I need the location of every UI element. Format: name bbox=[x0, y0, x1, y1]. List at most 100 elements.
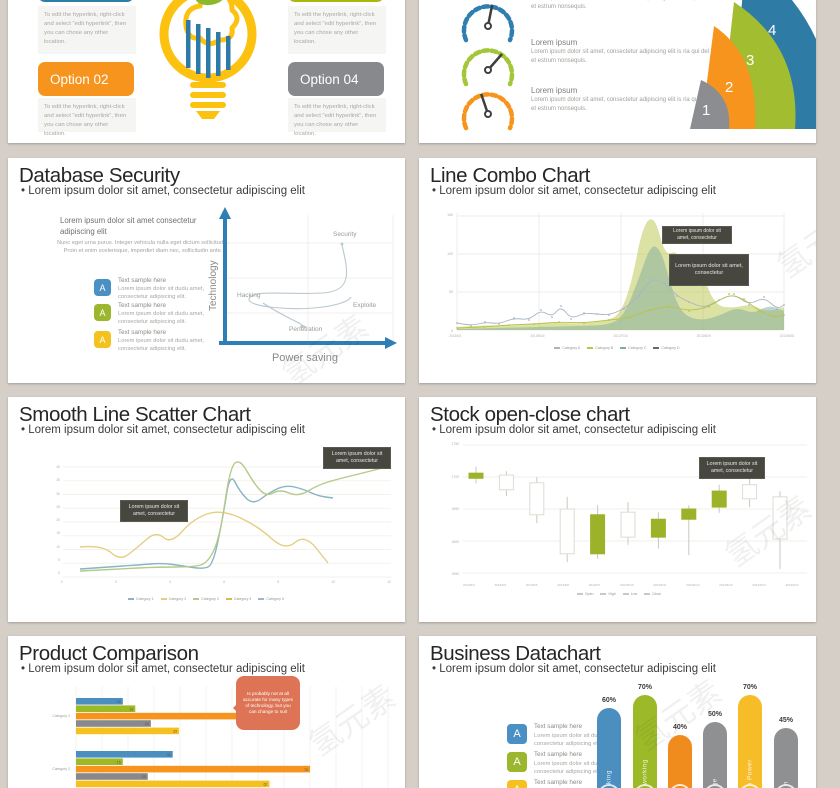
bar bbox=[76, 773, 148, 780]
chart-tooltip: Lorem ipsum dolor sit amet, consectetur bbox=[662, 226, 732, 244]
area-series bbox=[457, 219, 784, 330]
tick-label: 15 bbox=[56, 531, 60, 536]
tick-label: 1750 bbox=[451, 442, 459, 446]
tick-label: 2013/6/14 bbox=[752, 583, 766, 587]
option-4-box: Option 04 bbox=[288, 62, 384, 96]
tick-label: 2013/6/12 bbox=[686, 583, 700, 587]
tick-label: 2013/6/3 bbox=[463, 583, 475, 587]
tick-label: 50 bbox=[449, 290, 453, 295]
candle-body bbox=[711, 490, 727, 508]
group-label: Category 1 bbox=[52, 714, 70, 718]
bar bbox=[76, 751, 173, 758]
data-marker bbox=[484, 321, 486, 323]
y-axis-label: Technology bbox=[208, 260, 219, 311]
legend-item: Low bbox=[622, 592, 637, 596]
option-4-label: Option 04 bbox=[300, 71, 359, 87]
point-label-security: Security bbox=[333, 231, 357, 238]
x-axis-ticks: 2013/6/3 2013/6/4 2013/6/5 2013/6/6 2013/6/7… bbox=[463, 583, 799, 587]
vertical-bar: Security bbox=[668, 735, 692, 788]
legend-item: Category D bbox=[653, 346, 680, 350]
tick-label: 6 bbox=[223, 580, 226, 584]
smooth-line-chart bbox=[63, 461, 391, 578]
compass-icon: A bbox=[507, 780, 527, 788]
vertical-bar: Networking bbox=[633, 694, 657, 788]
legend-item: Category 3 bbox=[193, 597, 219, 601]
slide-subtitle: • Lorem ipsum dolor sit amet, consectetu… bbox=[21, 424, 305, 436]
legend-item: High bbox=[600, 592, 616, 596]
data-marker bbox=[583, 312, 585, 314]
data-marker bbox=[688, 310, 690, 312]
gauge-row-body: Lorem ipsum dolor sit amet, consectetur … bbox=[531, 97, 739, 112]
candle-body bbox=[681, 508, 697, 520]
candle-body bbox=[772, 496, 788, 540]
item-body: Lorem ipsum dolor sit dudu amet, consect… bbox=[118, 311, 205, 326]
tick-label: 2013/6/1 bbox=[449, 334, 462, 338]
fan-petals-illustration bbox=[690, 0, 816, 129]
data-marker bbox=[558, 321, 560, 323]
legend-item: Category 4 bbox=[225, 597, 251, 601]
data-marker bbox=[508, 324, 510, 326]
bar-value-label: 15 bbox=[117, 700, 121, 704]
intro-text: Lorem ipsum dolor sit amet consectetur a… bbox=[60, 216, 197, 236]
tick-label: 4 bbox=[169, 580, 171, 584]
item-heading: Text sample here bbox=[534, 751, 582, 758]
tick-label: 2013/6/30 bbox=[530, 334, 545, 338]
gauge-green bbox=[461, 48, 515, 87]
bar-value-label: 19 bbox=[129, 707, 133, 711]
legend-item: Category C bbox=[620, 346, 646, 350]
slide-subtitle: • Lorem ipsum dolor sit amet, consectetu… bbox=[432, 663, 716, 675]
bar-label: System bbox=[774, 750, 798, 788]
chart-legend: Category A Category B Category C Category D bbox=[467, 346, 767, 350]
y-axis-ticks: 150 100 50 0 bbox=[441, 213, 453, 333]
data-marker bbox=[583, 322, 585, 324]
bar bbox=[76, 720, 151, 727]
data-marker bbox=[763, 296, 765, 298]
bar-value-label: 23 bbox=[142, 775, 146, 779]
legend-item: Close bbox=[644, 592, 661, 596]
gauge-row-body: Lorem ipsum dolor sit amet, consectetur … bbox=[531, 49, 739, 64]
candle-body bbox=[620, 511, 636, 538]
chart-tooltip: Lorem ipsum dolor sit amet, consectetur bbox=[120, 500, 188, 522]
tick-label: 100 bbox=[447, 251, 453, 256]
data-marker bbox=[483, 326, 485, 328]
paragraph-text: Nunc eget urna purus. Integer vehicula n… bbox=[57, 240, 229, 254]
bar bbox=[76, 705, 136, 712]
data-marker bbox=[676, 295, 678, 297]
tick-label: 2013/6/10 bbox=[620, 583, 634, 587]
data-marker bbox=[570, 318, 572, 320]
item-body: Lorem ipsum dolor sit dudu amet, consect… bbox=[118, 286, 205, 301]
tick-label: 10 bbox=[331, 580, 336, 584]
slide-line-combo: Line Combo Chart • Lorem ipsum dolor sit… bbox=[419, 158, 816, 383]
data-marker bbox=[648, 309, 650, 311]
tick-label: 5 bbox=[58, 557, 60, 562]
compass-icon: A bbox=[94, 331, 111, 348]
bar-label: Storage bbox=[703, 744, 727, 788]
tick-label: 1650 bbox=[451, 507, 459, 511]
gauge-orange bbox=[461, 92, 515, 131]
point-label-exploite: Exploite bbox=[353, 302, 377, 309]
point-label-penetration: Penetration bbox=[289, 326, 323, 333]
data-marker bbox=[470, 325, 472, 327]
data-marker bbox=[533, 323, 535, 325]
item-heading: Text sample here bbox=[118, 329, 166, 336]
tick-label: 2013/6/17 bbox=[785, 583, 799, 587]
point-label-hacking: Hacking bbox=[237, 292, 261, 299]
slide-gauges: Lorem ipsum Lorem ipsum dolor sit amet, … bbox=[419, 0, 816, 143]
bar-label: Man Power bbox=[746, 758, 754, 788]
y-axis-ticks: 40 35 30 25 20 15 10 5 0 bbox=[46, 465, 60, 575]
fan-number-4: 4 bbox=[768, 22, 777, 39]
data-marker bbox=[743, 298, 745, 300]
tick-label: 12 bbox=[387, 580, 391, 584]
slide-subtitle: • Lorem ipsum dolor sit amet, consectetu… bbox=[432, 424, 716, 436]
line-series bbox=[79, 461, 387, 572]
tick-label: 0 bbox=[61, 580, 63, 584]
bar bbox=[76, 765, 310, 773]
data-marker bbox=[608, 319, 610, 321]
data-marker bbox=[628, 317, 630, 319]
slide-title: Smooth Line Scatter Chart bbox=[19, 403, 251, 426]
tick-label: 150 bbox=[447, 213, 453, 217]
data-marker bbox=[528, 319, 530, 321]
option-2-box: Option 02 bbox=[38, 62, 134, 96]
compass-icon: A bbox=[507, 752, 527, 772]
